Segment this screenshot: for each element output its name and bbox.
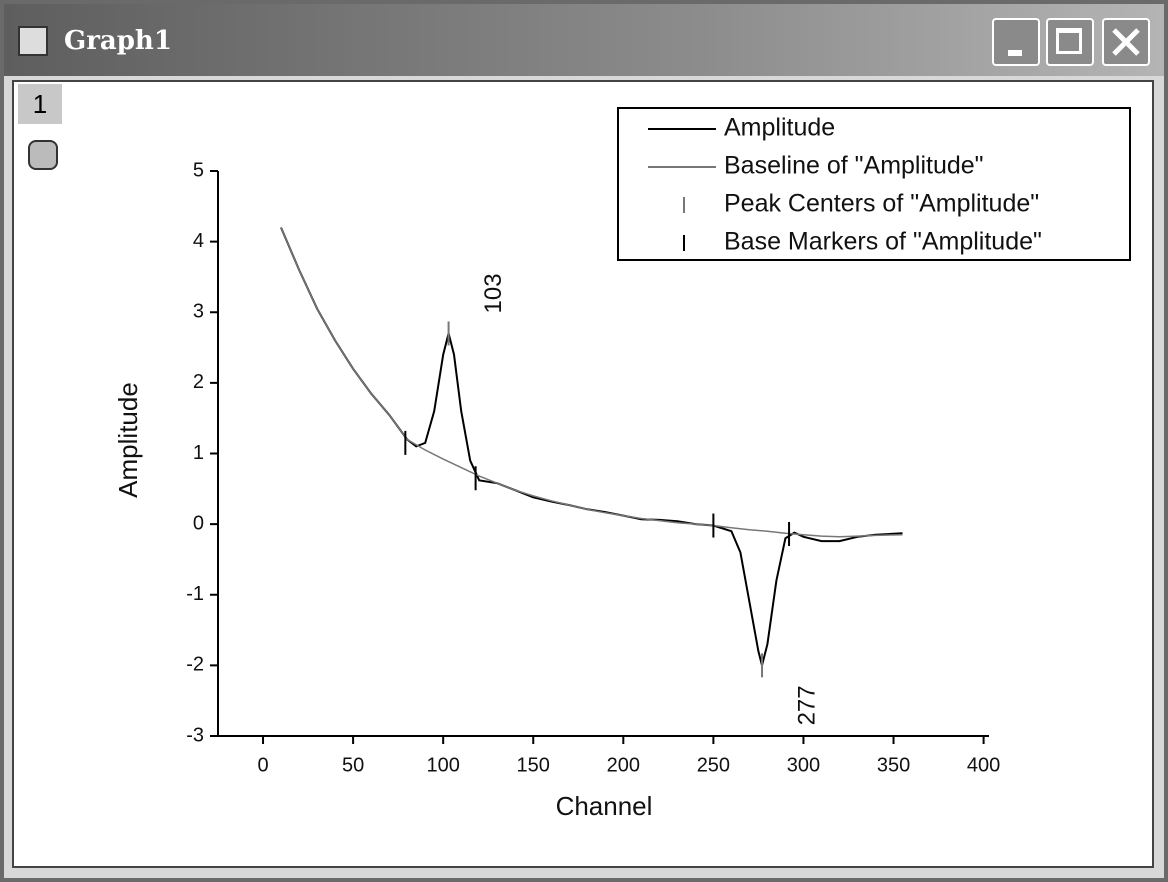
legend-label: Baseline of "Amplitude" xyxy=(724,152,984,180)
series-line xyxy=(280,227,903,538)
x-tick-label: 100 xyxy=(426,754,459,776)
y-tick-label: 2 xyxy=(193,371,204,393)
close-button[interactable] xyxy=(1102,18,1150,66)
layer-tab[interactable]: 1 xyxy=(18,84,62,124)
y-tick-label: 1 xyxy=(193,442,204,464)
y-tick-label: 4 xyxy=(193,230,204,252)
window-icon[interactable] xyxy=(18,26,48,56)
y-axis-title: Amplitude xyxy=(113,382,143,498)
legend-box xyxy=(617,107,1131,261)
peak-label: 277 xyxy=(793,685,820,725)
x-tick-label: 250 xyxy=(697,754,730,776)
x-tick-label: 400 xyxy=(967,754,1000,776)
y-tick-label: -3 xyxy=(186,724,204,746)
y-tick-label: 5 xyxy=(193,159,204,181)
y-tick-label: -1 xyxy=(186,583,204,605)
legend-label: Base Markers of "Amplitude" xyxy=(724,228,1042,256)
x-tick-label: 0 xyxy=(257,754,268,776)
x-tick-label: 200 xyxy=(607,754,640,776)
series-line xyxy=(280,227,903,666)
maximize-button[interactable] xyxy=(1046,18,1094,66)
legend-label: Peak Centers of "Amplitude" xyxy=(724,190,1039,218)
x-tick-label: 300 xyxy=(787,754,820,776)
lock-icon[interactable] xyxy=(28,140,58,170)
x-tick-label: 350 xyxy=(877,754,910,776)
legend-label: Amplitude xyxy=(724,114,835,142)
x-axis-title: Channel xyxy=(556,791,653,821)
y-tick-label: 3 xyxy=(193,301,204,323)
x-tick-label: 50 xyxy=(342,754,364,776)
peak-label: 103 xyxy=(480,273,507,313)
window-title: Graph1 xyxy=(64,26,172,56)
title-bar[interactable]: Graph1 xyxy=(4,4,1164,76)
y-tick-label: 0 xyxy=(193,512,204,534)
x-tick-label: 150 xyxy=(517,754,550,776)
y-tick-label: -2 xyxy=(186,654,204,676)
minimize-button[interactable] xyxy=(992,18,1040,66)
